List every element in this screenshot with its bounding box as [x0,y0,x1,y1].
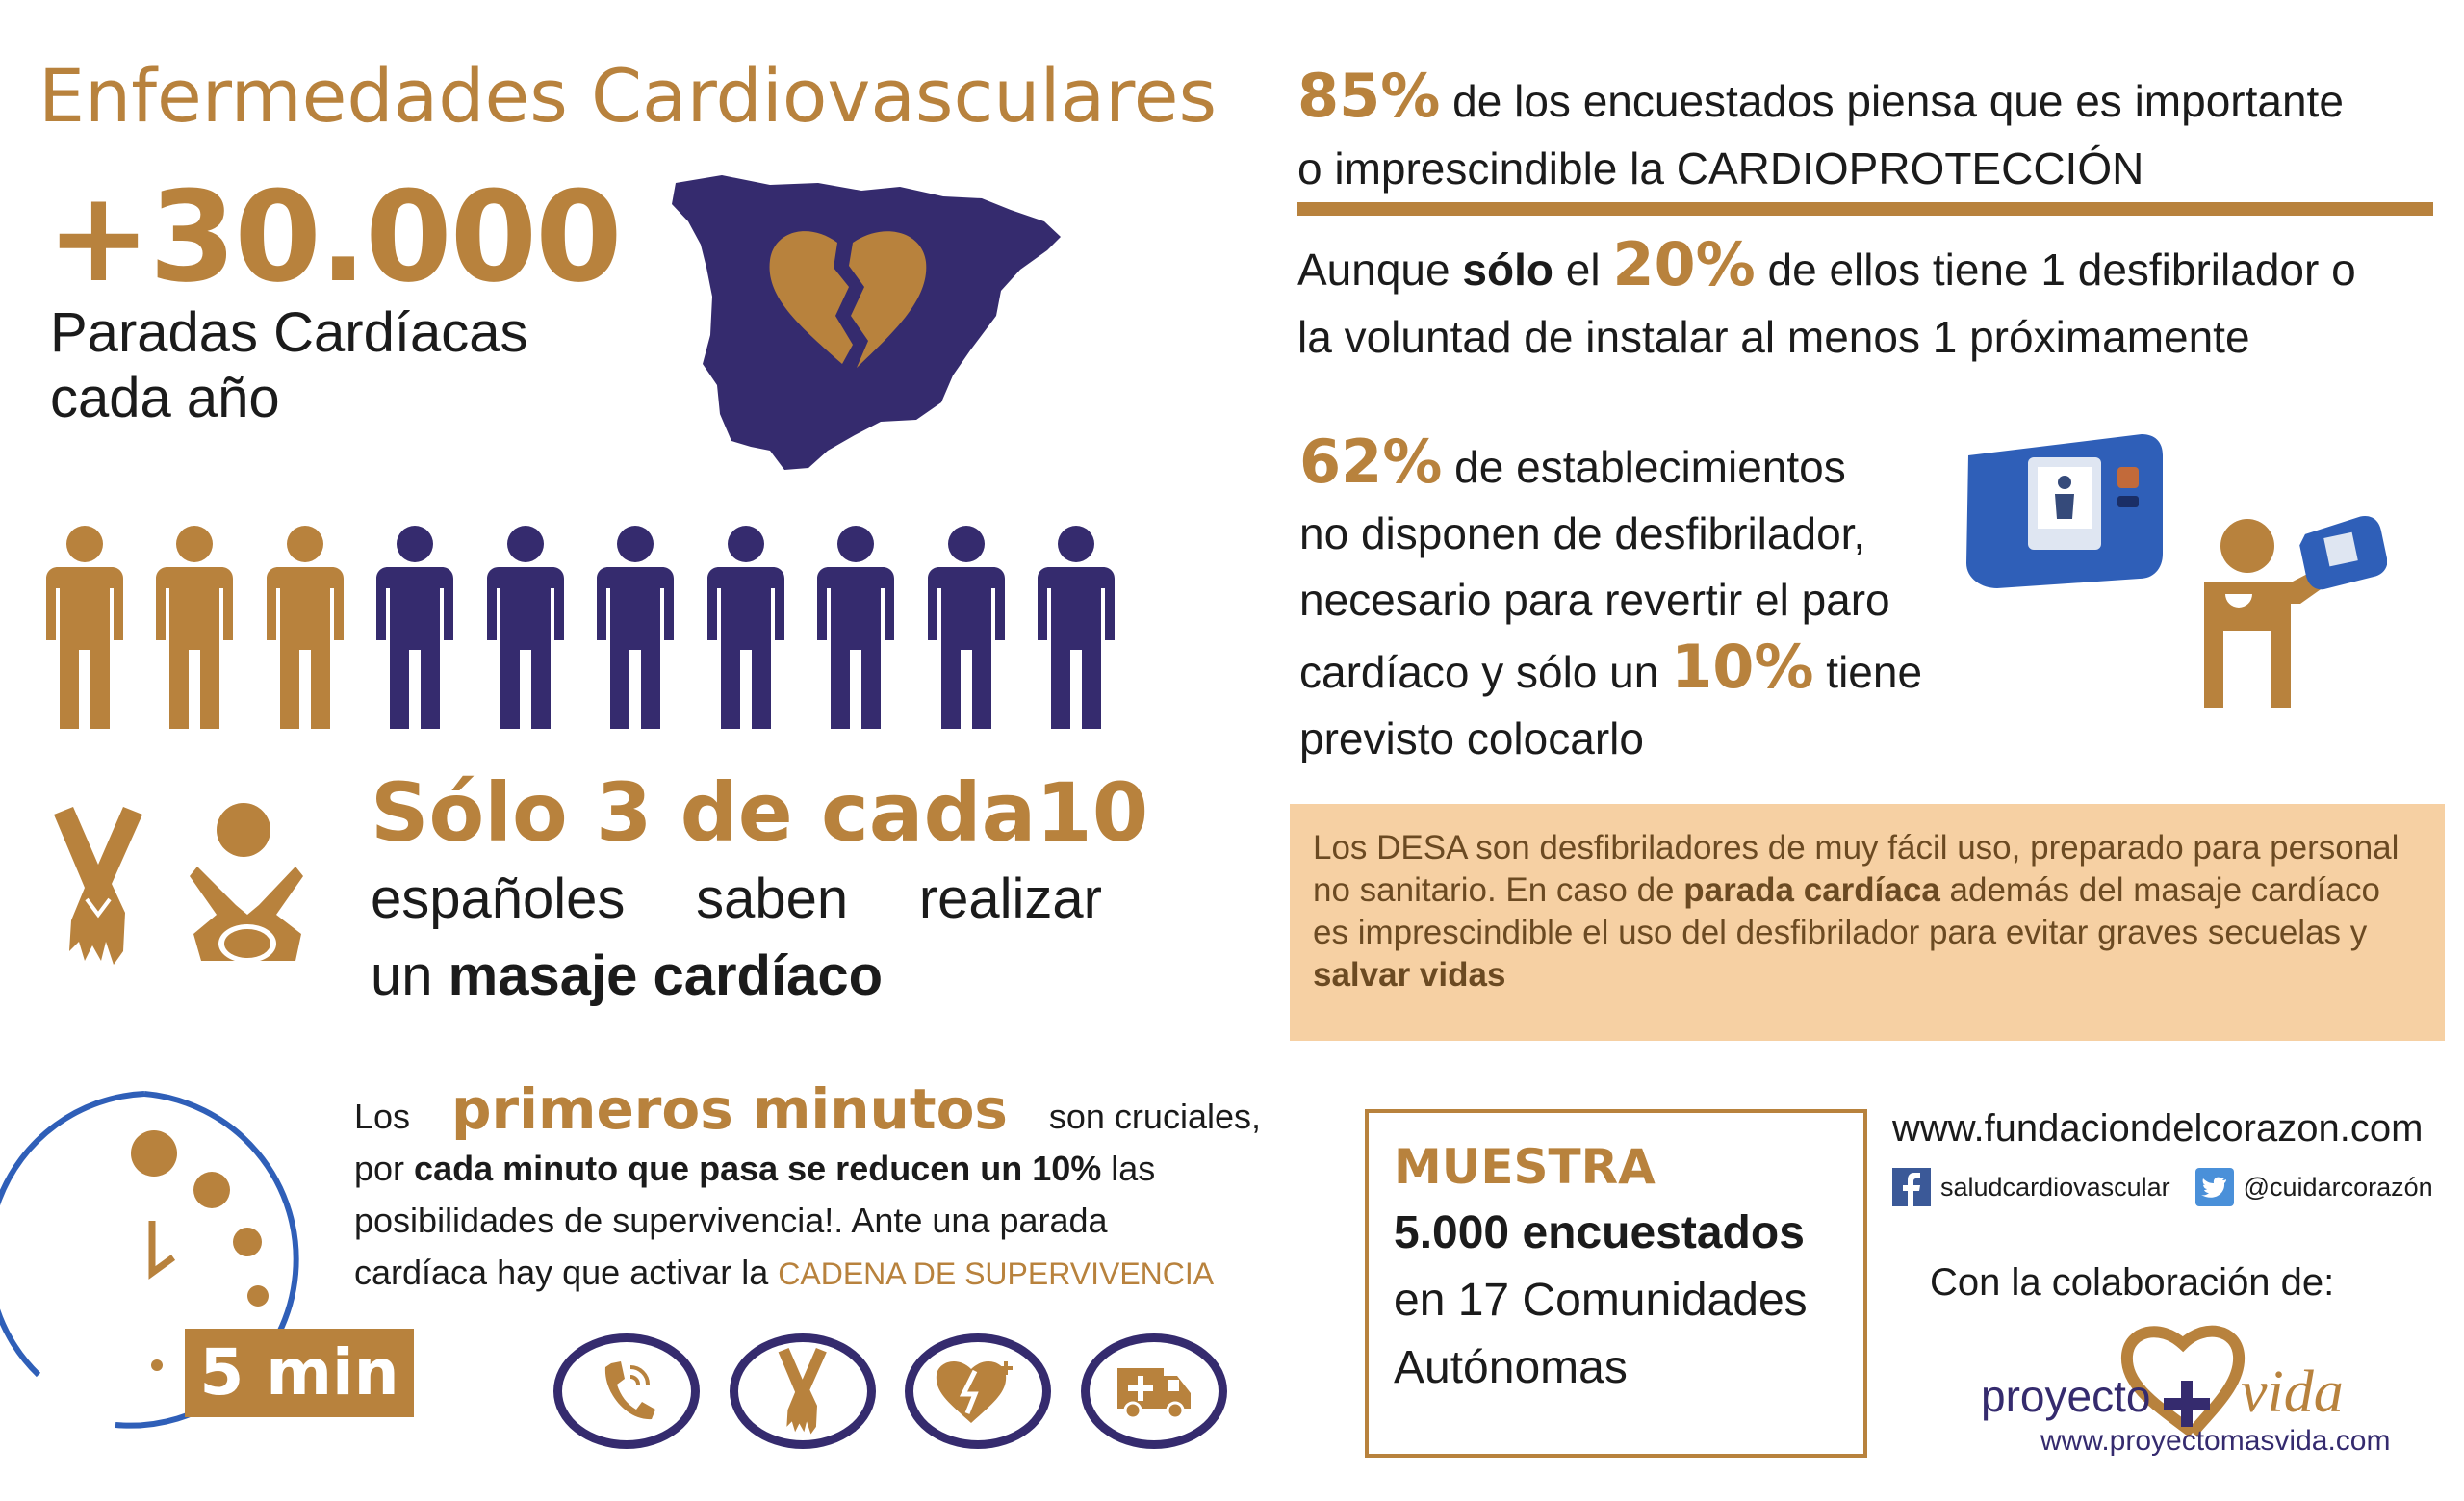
first-minutes-suffix: son cruciales, [1048,1097,1261,1136]
stat-85-line1: 85% de los encuestados piensa que es imp… [1297,63,2433,135]
solo-caption-prefix: un [371,945,449,1007]
cardiac-arrest-caption-line2: cada año [50,367,280,429]
stat-20-line1: Aunque sólo el 20% de ellos tiene 1 desf… [1297,231,2433,303]
cadena-supervivencia-text: CADENA DE SUPERVIVENCIA [778,1256,1215,1291]
first-minutes-line3: posibilidades de supervivencia!. Ante un… [354,1201,1108,1240]
solo-caption-line1: españoles saben realizar [371,867,1102,930]
person-no-cpr-icon [927,526,1005,729]
person-no-cpr-icon [817,526,895,729]
first-minutes-highlight: primeros minutos [451,1076,1008,1142]
five-minutes-label: 5 min [185,1329,414,1417]
twitter-icon[interactable] [2194,1168,2234,1206]
first-minutes-line2-bold: cada minuto que pasa se reducen un 10% [414,1149,1102,1188]
first-minutes-line4-prefix: cardíaca hay que activar la [354,1253,779,1292]
stat-85-value: 85% [1297,61,1441,131]
collaboration-label: Con la colaboración de: [1930,1261,2335,1304]
cardiac-arrest-caption: Paradas Cardíacas cada año [50,300,647,431]
facebook-icon[interactable] [1892,1168,1931,1206]
stat-62-line4: cardíaco y sólo un 10% tiene [1299,634,1973,706]
logo-word-proyecto: proyecto [1981,1371,2150,1421]
people-pictogram-row [46,525,1115,732]
desa-line2: no sanitario. En caso de parada cardíaca… [1313,869,2422,912]
ambulance-icon [1080,1333,1227,1449]
sample-region: en 17 Comunidades Autónomas [1394,1275,1808,1393]
stat-62-text1: de establecimientos [1442,442,1846,492]
desa-salvar-vidas: salvar vidas [1313,956,1506,994]
stat-20-bold: sólo [1462,245,1553,295]
page-title: Enfermedades Cardiovasculares [38,53,1218,139]
sample-box: MUESTRA 5.000 encuestados en 17 Comunida… [1365,1109,1867,1458]
stat-62-line3: necesario para revertir el paro [1299,575,1890,625]
person-knows-cpr-icon [156,526,234,729]
sample-title: MUESTRA [1394,1139,1656,1195]
desa-info-box: Los DESA son desfibriladores de muy fáci… [1290,804,2445,1041]
hands-compression-icon [54,807,142,965]
first-minutes-line4: cardíaca hay que activar la CADENA DE SU… [354,1247,1261,1300]
stat-62-line1: 62% de establecimientos [1299,428,1973,501]
chain-of-survival-icons [553,1333,1227,1454]
stat-20-percent: Aunque sólo el 20% de ellos tiene 1 desf… [1297,231,2433,371]
cardiac-arrest-caption-line1: Paradas Cardíacas [50,301,528,364]
sample-count: 5.000 encuestados [1394,1207,1805,1258]
person-knows-cpr-icon [266,526,344,729]
stat-20-mid: el [1553,245,1613,295]
stat-62-line5: previsto colocarlo [1299,713,1644,763]
stat-62-value: 62% [1299,427,1443,497]
stat-20-pre: Aunque [1297,245,1463,295]
spain-map-broken-heart-icon [672,175,1061,470]
stat-20-line2: la voluntad de instalar al menos 1 próxi… [1297,312,2250,362]
phone-icon [553,1333,700,1449]
stat-85-text1: de los encuestados piensa que es importa… [1440,76,2344,126]
person-no-cpr-icon [706,526,784,729]
stat-20-text1: de ellos tiene 1 desfibrilador o [1755,245,2356,295]
hands-icon [729,1333,876,1449]
first-minutes-line2-prefix: por [354,1149,415,1188]
cardiac-arrest-count: +30.000 [46,164,623,310]
first-minutes-line2-suffix: las [1101,1149,1156,1188]
stat-20-value: 20% [1612,229,1756,299]
defibrillator-device-icon [1966,434,2163,588]
person-no-cpr-icon [376,526,454,729]
solo-3-de-10-headline: Sólo 3 de cada10 [371,765,1149,860]
first-minutes-paragraph: Los primeros minutos son cruciales, por … [354,1076,1261,1300]
masaje-cardiaco-bold: masaje cardíaco [448,945,884,1007]
proyecto-mas-vida-logo: proyecto vida www.proyectomasvida.com [1981,1325,2390,1457]
stat-62-line2: no disponen de desfibrilador, [1299,508,1866,558]
desa-line2-post: además del masaje cardíaco [1939,871,2380,909]
solo-caption-line2: un masaje cardíaco [371,944,883,1008]
website-link[interactable]: www.fundaciondelcorazon.com [1892,1107,2424,1150]
logo-url[interactable]: www.proyectomasvida.com [2040,1425,2390,1457]
first-minutes-line1: Los primeros minutos son cruciales, [354,1076,1261,1143]
first-minutes-prefix: Los [354,1097,411,1136]
desa-line3: es imprescindible el uso del desfibrilad… [1313,914,2368,951]
stat-62-text4-post: tiene [1813,647,1923,697]
logo-word-vida: vida [2241,1359,2344,1425]
twitter-handle[interactable]: @cuidarcorazón [2243,1172,2433,1202]
first-minutes-line2: por cada minuto que pasa se reducen un 1… [354,1143,1261,1195]
stat-62-percent: 62% de establecimientos no disponen de d… [1299,428,1973,772]
person-knows-cpr-icon [46,526,123,729]
stat-85-line2: o imprescindible la CARDIOPROTECCIÓN [1297,143,2144,194]
stat-85-percent: 85% de los encuestados piensa que es imp… [1297,63,2433,202]
person-no-cpr-icon [1037,526,1115,729]
gold-divider [1297,202,2433,216]
stat-62-text4-pre: cardíaco y sólo un [1299,647,1672,697]
desa-line1: Los DESA son desfibriladores de muy fáci… [1313,829,2400,867]
facebook-handle[interactable]: saludcardiovascular [1940,1172,2170,1202]
person-with-defibrillator-icon [2204,516,2387,708]
social-links: saludcardiovascular @cuidarcorazón [1892,1168,2433,1206]
cpr-person-icon [190,803,303,963]
person-no-cpr-icon [597,526,675,729]
stat-10-value: 10% [1671,632,1814,702]
desa-parada-cardiaca: parada cardíaca [1683,871,1940,909]
heart-aed-icon [905,1333,1052,1449]
person-no-cpr-icon [486,526,564,729]
desa-line2-pre: no sanitario. En caso de [1313,871,1684,909]
